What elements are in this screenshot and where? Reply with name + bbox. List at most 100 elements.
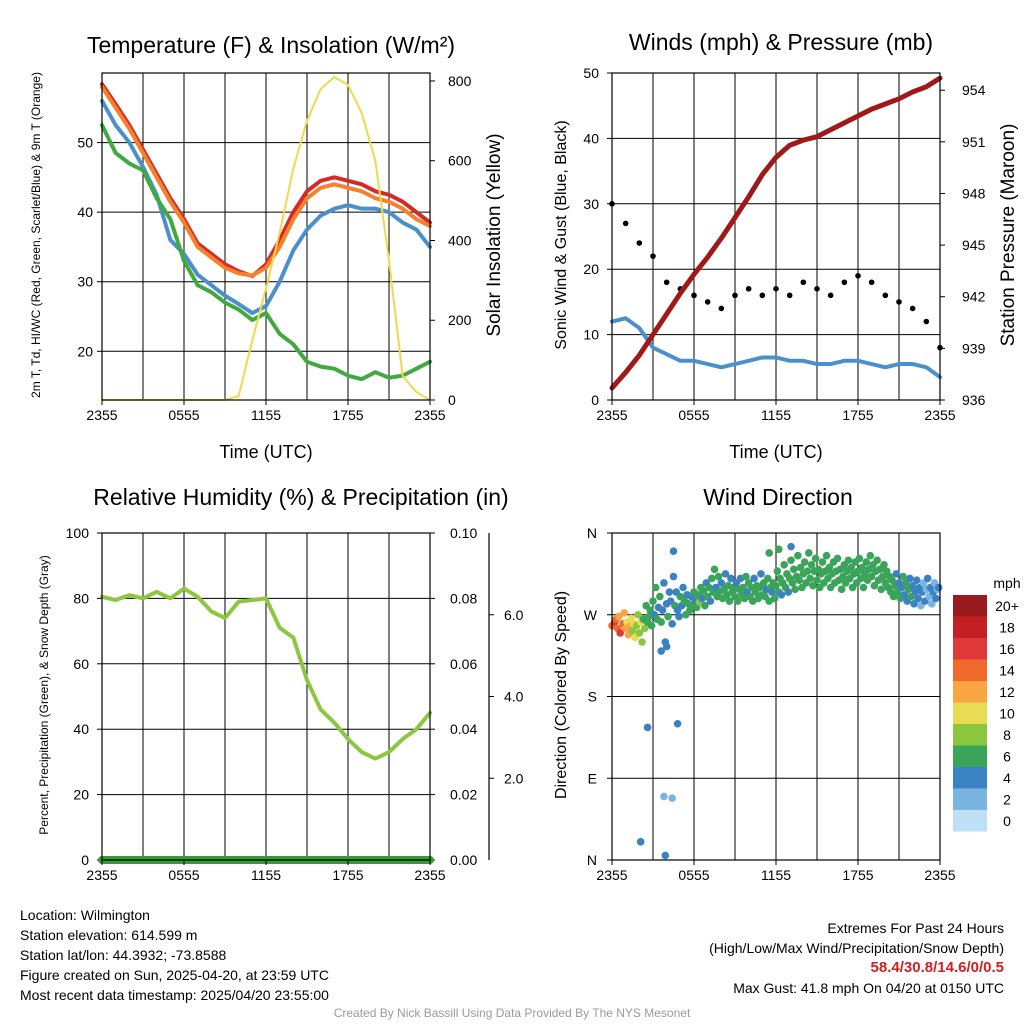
insolation-ytick-label: 0 bbox=[448, 392, 456, 408]
insolation-ytick-label: 800 bbox=[448, 73, 472, 89]
winddir-point bbox=[847, 563, 855, 572]
winddir-point bbox=[707, 574, 716, 583]
winddir-point bbox=[839, 572, 847, 581]
wind-xtick-label: 1755 bbox=[842, 407, 873, 423]
winddir-chart-title: Wind Direction bbox=[703, 484, 853, 510]
winddir-point bbox=[635, 629, 644, 637]
winddir-yaxis-label: Direction (Colored By Speed) bbox=[553, 591, 570, 799]
winddir-point bbox=[844, 556, 853, 565]
temp-ytick-label: 40 bbox=[77, 204, 93, 220]
winddir-point bbox=[638, 638, 646, 646]
winddir-point bbox=[774, 545, 783, 554]
winddir-point bbox=[620, 609, 629, 617]
wind-xaxis-label: Time (UTC) bbox=[729, 442, 822, 462]
temp-chart-title: Temperature (F) & Insolation (W/m²) bbox=[87, 32, 455, 58]
gust-point bbox=[841, 279, 848, 286]
gust-point bbox=[786, 292, 793, 299]
gust-point bbox=[663, 279, 670, 286]
speed-legend-swatch bbox=[953, 702, 987, 724]
winddir-point bbox=[858, 563, 866, 572]
gust-point bbox=[622, 220, 629, 227]
winddir-point bbox=[668, 794, 676, 803]
speed-legend-swatch bbox=[953, 681, 987, 703]
rh-ytick-label: 0 bbox=[81, 852, 89, 868]
winddir-point bbox=[717, 579, 726, 587]
speed-legend-swatch bbox=[953, 595, 987, 617]
rh-xtick-label: 1755 bbox=[332, 867, 363, 883]
speed-legend-label: 6 bbox=[1003, 749, 1011, 765]
wind-xtick-label: 0555 bbox=[678, 407, 709, 423]
winddir-point bbox=[675, 612, 683, 621]
winddir-point bbox=[794, 551, 802, 560]
winddir-point bbox=[914, 594, 922, 603]
station-latlon: Station lat/lon: 44.3932; -73.8588 bbox=[20, 947, 227, 963]
winddir-point bbox=[878, 572, 887, 581]
gust-point bbox=[868, 279, 875, 286]
winddir-point bbox=[833, 554, 842, 563]
rh-ytick-label: 80 bbox=[73, 590, 89, 606]
winddir-xtick-label: 2355 bbox=[596, 867, 627, 883]
winddir-point bbox=[770, 594, 779, 603]
speed-legend-label: 10 bbox=[999, 706, 1015, 722]
gust-point bbox=[827, 292, 834, 299]
gust-point bbox=[718, 305, 725, 312]
winddir-point bbox=[805, 549, 813, 557]
temp-ytick-label: 30 bbox=[77, 274, 93, 290]
winddir-point bbox=[643, 723, 652, 732]
insolation-ytick-label: 200 bbox=[448, 312, 472, 328]
rh-ytick-label: 100 bbox=[66, 525, 90, 541]
winddir-point bbox=[669, 547, 678, 555]
winddir-point bbox=[912, 576, 921, 585]
speed-legend-label: 4 bbox=[1003, 770, 1011, 786]
winddir-point bbox=[701, 601, 709, 610]
winddir-point bbox=[660, 792, 668, 801]
wind-yaxis-label: Sonic Wind & Gust (Blue, Black) bbox=[553, 120, 570, 349]
winddir-point bbox=[862, 558, 870, 566]
winddir-ytick-label: N bbox=[587, 852, 597, 868]
snow-ytick-label: 2.0 bbox=[504, 770, 524, 786]
winddir-point bbox=[757, 570, 765, 578]
temp-xtick-label: 2355 bbox=[86, 407, 117, 423]
insolation-ytick-label: 600 bbox=[448, 153, 472, 169]
pressure-yaxis-label: Station Pressure (Maroon) bbox=[998, 124, 1019, 347]
winddir-point bbox=[813, 576, 821, 585]
winddir-point bbox=[661, 851, 670, 860]
winddir-point bbox=[855, 554, 864, 563]
station-info: Location: Wilmington Station elevation: … bbox=[20, 905, 329, 1005]
winddir-point bbox=[764, 574, 772, 583]
winddir-point bbox=[658, 606, 667, 615]
winddir-point bbox=[647, 621, 656, 630]
temp-ytick-label: 50 bbox=[77, 135, 93, 151]
speed-legend-label: 20+ bbox=[995, 598, 1019, 614]
winddir-point bbox=[809, 581, 817, 590]
gust-point bbox=[909, 305, 916, 312]
extremes-panel: Extremes For Past 24 Hours (High/Low/Max… bbox=[709, 918, 1004, 998]
gust-point bbox=[923, 318, 930, 325]
winddir-point bbox=[877, 585, 886, 594]
winddir-point bbox=[714, 572, 723, 581]
winddir-point bbox=[928, 600, 936, 608]
temp-xtick-label: 2355 bbox=[414, 407, 445, 423]
gust-point bbox=[704, 299, 711, 305]
snow-ytick-label: 6.0 bbox=[504, 607, 524, 623]
speed-legend-label: 18 bbox=[999, 620, 1015, 636]
speed-legend-swatch bbox=[953, 659, 987, 681]
gust-point bbox=[636, 240, 643, 246]
winddir-point bbox=[636, 838, 645, 846]
winddir-point bbox=[789, 565, 798, 574]
precip-ytick-label: 0.00 bbox=[450, 852, 477, 868]
winddir-point bbox=[750, 574, 758, 583]
winddir-point bbox=[806, 574, 814, 583]
snow-ytick-label: 4.0 bbox=[504, 689, 524, 705]
rh-xtick-label: 1155 bbox=[251, 867, 281, 883]
winddir-point bbox=[699, 587, 708, 595]
precip-ytick-label: 0.04 bbox=[450, 721, 477, 737]
winddir-point bbox=[934, 583, 943, 592]
precip-ytick-label: 0.02 bbox=[450, 787, 477, 803]
winddir-point bbox=[634, 610, 642, 619]
winddir-point bbox=[787, 556, 795, 565]
winddir-ytick-label: S bbox=[588, 689, 597, 705]
gust-point bbox=[650, 253, 656, 259]
winddir-point bbox=[651, 583, 660, 592]
